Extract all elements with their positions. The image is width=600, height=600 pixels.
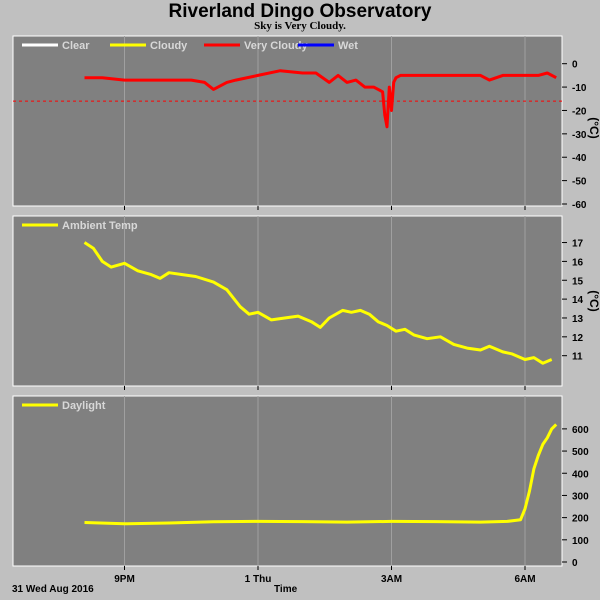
date-label: 31 Wed Aug 2016 bbox=[12, 584, 94, 595]
y-tick-label: 12 bbox=[572, 333, 584, 344]
y-tick-label: 600 bbox=[572, 425, 589, 436]
panel-2: 11 12 13 14 15 16 17 (°C) Ambient Temp bbox=[12, 215, 600, 390]
chart-title: Riverland Dingo Observatory bbox=[168, 1, 432, 22]
x-axis-label: Time bbox=[274, 584, 298, 595]
y-tick-label: 17 bbox=[572, 239, 584, 250]
series-line bbox=[83, 241, 553, 365]
y-tick-label: 13 bbox=[572, 314, 584, 325]
y-tick-label: 100 bbox=[572, 536, 589, 547]
y-tick-label: 400 bbox=[572, 469, 589, 480]
panel-background bbox=[12, 395, 563, 567]
y-tick-label: 14 bbox=[572, 295, 584, 306]
y-tick-label: -60 bbox=[572, 200, 587, 211]
panel-background bbox=[12, 215, 563, 387]
series-line bbox=[84, 423, 558, 526]
panel-1: 0 -10 -20 -30 -40 -50 -60 (°C) Clear Cloudy Very C… bbox=[12, 35, 600, 211]
y-tick-label: 15 bbox=[572, 276, 584, 287]
y-tick-label: 0 bbox=[572, 60, 578, 71]
y-tick-label: 500 bbox=[572, 447, 589, 458]
y-tick-label: -30 bbox=[572, 130, 587, 141]
y-tick-label: -50 bbox=[572, 177, 587, 188]
y-tick-label: -40 bbox=[572, 153, 587, 164]
series-line bbox=[84, 69, 557, 129]
legend-label: Very Cloudy bbox=[244, 40, 308, 52]
panel-background bbox=[12, 35, 563, 207]
y-axis-label: (°C) bbox=[587, 290, 600, 311]
y-tick-label: 200 bbox=[572, 514, 589, 525]
y-tick-label: 11 bbox=[572, 352, 583, 363]
y-tick-label: 16 bbox=[572, 257, 584, 268]
legend-label: Cloudy bbox=[150, 40, 188, 52]
x-tick-label: 1 Thu bbox=[245, 574, 272, 585]
legend-label: Clear bbox=[62, 40, 90, 52]
x-tick-label: 9PM bbox=[114, 574, 135, 585]
y-tick-label: 0 bbox=[572, 558, 578, 569]
legend-label: Wet bbox=[338, 40, 358, 52]
legend-label: Ambient Temp bbox=[62, 220, 138, 232]
panel-3: 0 100 200 300 400 500 600 Daylight bbox=[12, 395, 589, 570]
chart-subtitle: Sky is Very Cloudy. bbox=[254, 20, 346, 32]
y-axis-label: (°C) bbox=[587, 117, 600, 138]
legend-label: Daylight bbox=[62, 400, 106, 412]
y-tick-label: 300 bbox=[572, 491, 589, 502]
x-tick-label: 3AM bbox=[381, 574, 402, 585]
y-tick-label: -20 bbox=[572, 106, 587, 117]
y-tick-label: -10 bbox=[572, 83, 587, 94]
x-tick-label: 6AM bbox=[514, 574, 535, 585]
